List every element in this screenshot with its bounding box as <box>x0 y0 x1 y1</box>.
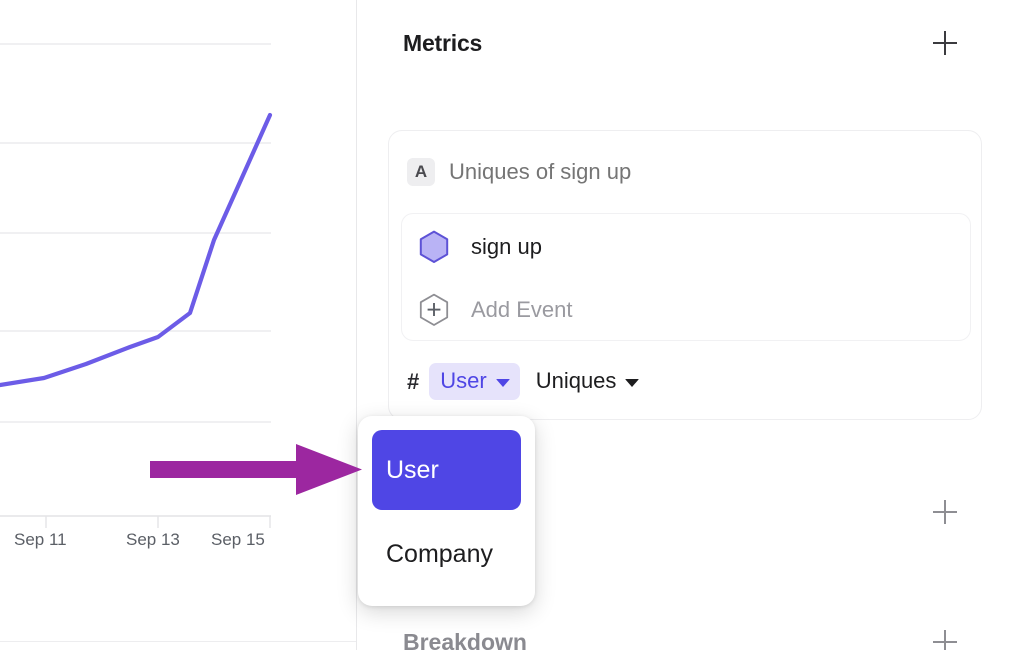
add-event-row[interactable]: Add Event <box>419 293 573 326</box>
aggregation-row: # User Uniques <box>407 363 649 400</box>
panel-divider <box>356 0 357 650</box>
measure-type-label: Uniques <box>535 368 617 393</box>
chart-x-axis <box>0 515 271 528</box>
entity-type-dropdown-menu: User Company <box>358 416 535 606</box>
line-chart <box>0 43 273 528</box>
breakdown-title: Breakdown <box>403 628 527 650</box>
metric-card-header: A <box>407 158 909 186</box>
chart-panel: Sep 11 Sep 13 Sep 15 <box>0 0 356 650</box>
hexagon-filled-icon <box>419 230 449 263</box>
metric-name-input[interactable] <box>449 159 909 185</box>
add-breakdown-plus-icon[interactable] <box>931 628 959 650</box>
measure-type-select[interactable]: Uniques <box>530 363 650 400</box>
hexagon-plus-icon <box>419 293 449 326</box>
annotation-arrow-icon <box>150 444 362 495</box>
dropdown-option-company[interactable]: Company <box>386 539 493 568</box>
x-tick-label: Sep 15 <box>211 530 265 549</box>
event-row[interactable]: sign up <box>419 230 542 263</box>
chevron-down-icon <box>495 378 510 387</box>
add-event-label: Add Event <box>471 296 573 322</box>
event-label: sign up <box>471 233 542 259</box>
entity-type-select[interactable]: User <box>429 363 520 400</box>
page-title: Metrics <box>403 29 483 56</box>
metrics-section-header: Metrics <box>403 29 959 57</box>
chart-gridlines <box>0 43 271 423</box>
dropdown-option-user[interactable]: User <box>372 430 521 510</box>
breakdown-section-header: Breakdown <box>403 628 959 650</box>
x-tick-label: Sep 11 <box>14 530 67 549</box>
metric-letter-badge: A <box>407 158 435 186</box>
events-card: sign up Add Event <box>401 213 971 341</box>
metric-card: A sign up Add Event <box>388 130 982 420</box>
entity-type-label: User <box>440 368 487 393</box>
add-metric-plus-icon[interactable] <box>931 29 959 57</box>
add-chart-type-plus-icon[interactable] <box>931 498 959 526</box>
hash-icon: # <box>407 368 420 394</box>
chart-bottom-divider <box>0 641 356 642</box>
x-tick-label: Sep 13 <box>126 530 180 549</box>
chart-line-series <box>0 112 273 388</box>
chevron-down-icon <box>625 378 640 387</box>
